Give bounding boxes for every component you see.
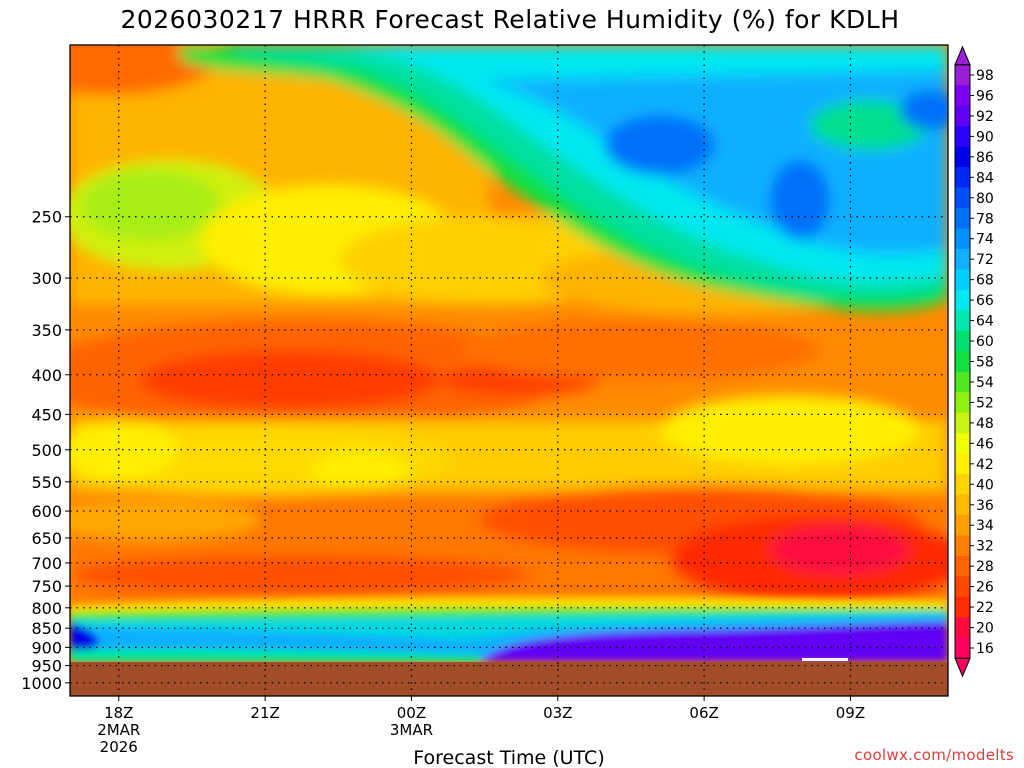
colorbar-label: 36 — [976, 498, 994, 514]
colorbar-label: 32 — [976, 539, 994, 555]
y-tick-label: 600 — [31, 502, 62, 521]
colorbar-swatch — [955, 412, 970, 434]
colorbar-label: 54 — [976, 375, 994, 391]
colorbar-swatch — [955, 637, 970, 659]
colorbar-swatch — [955, 208, 970, 230]
x-tick-label: 03Z — [543, 704, 572, 722]
x-axis-label: Forecast Time (UTC) — [413, 747, 604, 768]
humidity-field — [70, 45, 948, 696]
colorbar-label: 84 — [976, 170, 994, 186]
colorbar-label: 40 — [976, 477, 994, 493]
colorbar-swatch — [955, 433, 970, 455]
colorbar-swatch — [955, 371, 970, 393]
colorbar-swatch — [955, 351, 970, 373]
colorbar-swatch — [955, 126, 970, 148]
colorbar-label: 92 — [976, 109, 994, 125]
colorbar-swatch — [955, 269, 970, 291]
y-tick-label: 750 — [31, 577, 62, 596]
y-tick-label: 350 — [31, 321, 62, 340]
colorbar-swatch — [955, 596, 970, 618]
colorbar-swatch — [955, 64, 970, 86]
colorbar-swatch — [955, 330, 970, 352]
y-tick-label: 700 — [31, 554, 62, 573]
colorbar-swatch — [955, 453, 970, 475]
source-credit: coolwx.com/modelts — [854, 746, 1014, 764]
colorbar-label: 20 — [976, 621, 994, 637]
colorbar-label: 26 — [976, 580, 994, 596]
x-tick-label: 2MAR — [97, 721, 140, 739]
colorbar-swatch — [955, 617, 970, 639]
colorbar-label: 78 — [976, 211, 994, 227]
y-tick-label: 800 — [31, 599, 62, 618]
colorbar-swatch — [955, 555, 970, 577]
x-tick-label: 06Z — [689, 704, 718, 722]
y-tick-label: 650 — [31, 529, 62, 548]
colorbar-label: 66 — [976, 293, 994, 309]
colorbar-swatch — [955, 310, 970, 332]
x-tick-label: 00Z — [397, 704, 426, 722]
colorbar-label: 34 — [976, 518, 994, 534]
colorbar-label: 60 — [976, 334, 994, 350]
colorbar-swatch — [955, 289, 970, 311]
colorbar-label: 64 — [976, 314, 994, 330]
colorbar-label: 22 — [976, 600, 994, 616]
ground-below-surface — [70, 662, 948, 696]
y-tick-label: 250 — [31, 208, 62, 227]
colorbar-swatch — [955, 85, 970, 107]
colorbar-label: 68 — [976, 273, 994, 289]
colorbar-swatch — [955, 167, 970, 189]
grid-lines — [70, 45, 948, 696]
colorbar-label: 16 — [976, 641, 994, 657]
colorbar-label: 48 — [976, 416, 994, 432]
x-tick-label: 09Z — [836, 704, 865, 722]
colorbar-swatch — [955, 535, 970, 557]
y-axis: 2503003504004505005506006507007508008509… — [21, 208, 70, 693]
colorbar-swatch — [955, 228, 970, 250]
y-tick-label: 950 — [31, 657, 62, 676]
colorbar-swatch — [955, 248, 970, 271]
y-tick-label: 900 — [31, 638, 62, 657]
colorbar-top-arrow — [954, 45, 971, 66]
x-tick-label: 21Z — [250, 704, 279, 722]
x-tick-label: 18Z — [104, 704, 133, 722]
colorbar: 98 96 92 90 86 84 80 78 74 72 68 66 64 60 58 54 52 48 46 42… — [954, 45, 994, 678]
colorbar-label: 28 — [976, 559, 994, 575]
colorbar-label: 98 — [976, 68, 994, 84]
y-tick-label: 450 — [31, 405, 62, 424]
x-tick-label: 2026 — [100, 738, 138, 756]
colorbar-swatch — [955, 392, 970, 414]
colorbar-swatch — [955, 514, 970, 537]
colorbar-swatch — [955, 146, 970, 168]
plot-frame — [69, 44, 949, 697]
y-tick-label: 1000 — [21, 674, 62, 693]
colorbar-label: 96 — [976, 88, 994, 104]
colorbar-label: 42 — [976, 457, 994, 473]
y-tick-label: 550 — [31, 473, 62, 492]
colorbar-label: 72 — [976, 252, 994, 268]
colorbar-label: 58 — [976, 355, 994, 371]
x-tick-label: 3MAR — [390, 721, 433, 739]
colorbar-label: 90 — [976, 129, 994, 145]
colorbar-bottom-arrow — [954, 657, 971, 678]
colorbar-swatch — [955, 494, 970, 516]
y-tick-label: 500 — [31, 441, 62, 460]
y-tick-label: 400 — [31, 366, 62, 385]
y-tick-label: 850 — [31, 619, 62, 638]
y-tick-label: 300 — [31, 269, 62, 288]
colorbar-swatch — [955, 187, 970, 209]
colorbar-label: 74 — [976, 232, 994, 248]
colorbar-swatch — [955, 576, 970, 598]
colorbar-swatch — [955, 105, 970, 127]
colorbar-label: 80 — [976, 191, 994, 207]
colorbar-swatch — [955, 474, 970, 496]
chart-title: 2026030217 HRRR Forecast Relative Humidi… — [120, 5, 899, 34]
colorbar-label: 86 — [976, 150, 994, 166]
colorbar-label: 46 — [976, 436, 994, 452]
colorbar-label: 52 — [976, 395, 994, 411]
